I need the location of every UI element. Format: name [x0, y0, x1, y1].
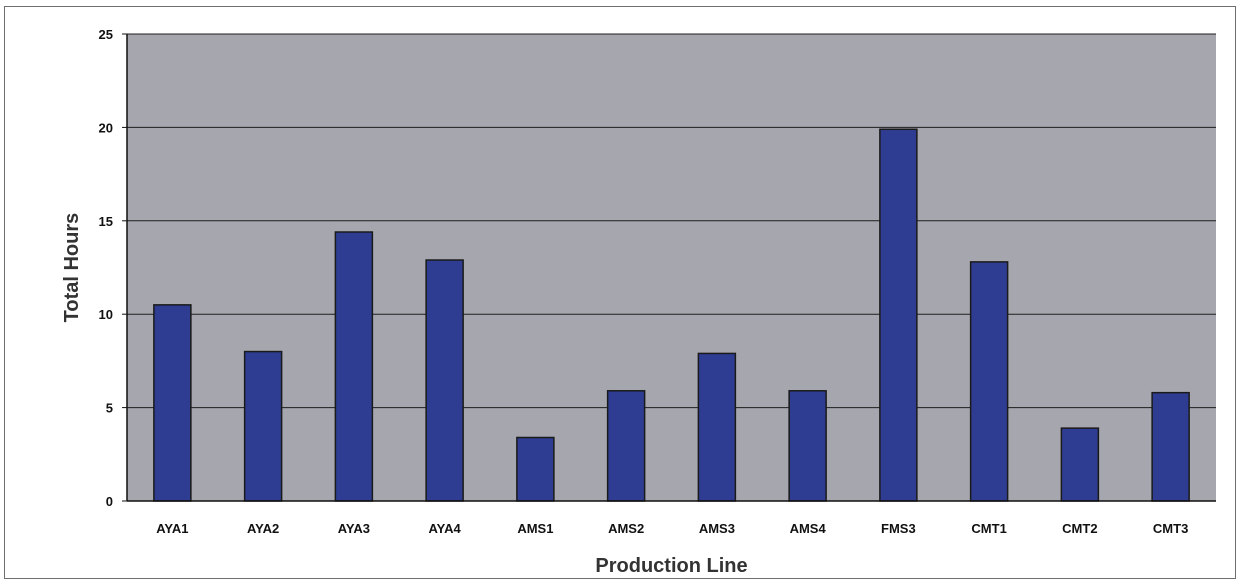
y-tick-label: 10: [99, 307, 113, 322]
bar: [606, 390, 646, 502]
x-tick-label: AYA4: [428, 521, 461, 536]
bar: [969, 261, 1009, 502]
bars: [153, 128, 1190, 502]
x-tick-label: AYA1: [156, 521, 188, 536]
x-tick-label: CMT3: [1153, 521, 1188, 536]
x-tick-label: AMS3: [699, 521, 735, 536]
x-tick-label: AMS4: [790, 521, 827, 536]
y-tick-label: 5: [106, 401, 113, 416]
bar: [1151, 391, 1190, 502]
x-tick-label: AYA3: [338, 521, 370, 536]
bar: [334, 231, 374, 502]
plot-area: [127, 34, 1216, 501]
bar: [697, 352, 737, 502]
x-tick-label: CMT1: [971, 521, 1006, 536]
x-tick-label: AMS2: [608, 521, 644, 536]
bar: [516, 436, 555, 502]
bar: [243, 350, 283, 502]
x-tick-label: AMS1: [517, 521, 553, 536]
y-tick-label: 0: [106, 494, 113, 509]
y-tick-label: 25: [99, 27, 113, 42]
bar: [425, 259, 464, 502]
y-tick-label: 20: [99, 120, 113, 135]
y-tick-label: 15: [99, 214, 113, 229]
bar: [1060, 427, 1100, 502]
y-axis-ticks: 0 5 10 15 20 25: [99, 27, 127, 509]
x-axis-title: Production Line: [595, 555, 747, 577]
x-tick-label: CMT2: [1062, 521, 1097, 536]
x-axis-ticks: AYA1 AYA2 AYA3 AYA4 AMS1 AMS2 AMS3 AMS4 FMS3 CMT1…: [156, 521, 1188, 536]
bar: [153, 304, 192, 502]
x-tick-label: FMS3: [881, 521, 916, 536]
y-axis-title: Total Hours: [61, 213, 83, 323]
x-tick-label: AYA2: [247, 521, 279, 536]
bar: [879, 128, 918, 502]
bar: [788, 390, 827, 502]
gridlines: [127, 33, 1216, 409]
